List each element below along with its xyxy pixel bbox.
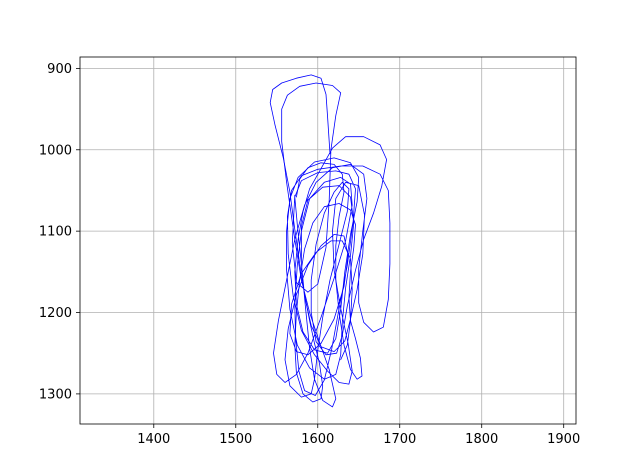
- series-line-1: [273, 82, 391, 408]
- axes-frame: [79, 56, 577, 425]
- y-tick-label: 900: [47, 62, 72, 77]
- y-tick-label: 1300: [39, 387, 72, 402]
- x-tick-label: 1400: [137, 432, 170, 447]
- axis-ticks: 1400 1500 1600 1700 1800 1900 900 1000 1100 1200 1…: [39, 62, 580, 447]
- x-tick-label: 1600: [301, 432, 334, 447]
- x-tick-label: 1700: [383, 432, 416, 447]
- x-tick-label: 1800: [465, 432, 498, 447]
- y-tick-label: 1100: [39, 225, 72, 240]
- y-tick-label: 1000: [39, 143, 72, 158]
- series-line-2: [269, 74, 363, 403]
- y-tick-label: 1200: [39, 306, 72, 321]
- x-tick-label: 1500: [219, 432, 252, 447]
- plot-area: [269, 74, 391, 408]
- grid-lines: [80, 57, 576, 424]
- x-tick-label: 1900: [547, 432, 580, 447]
